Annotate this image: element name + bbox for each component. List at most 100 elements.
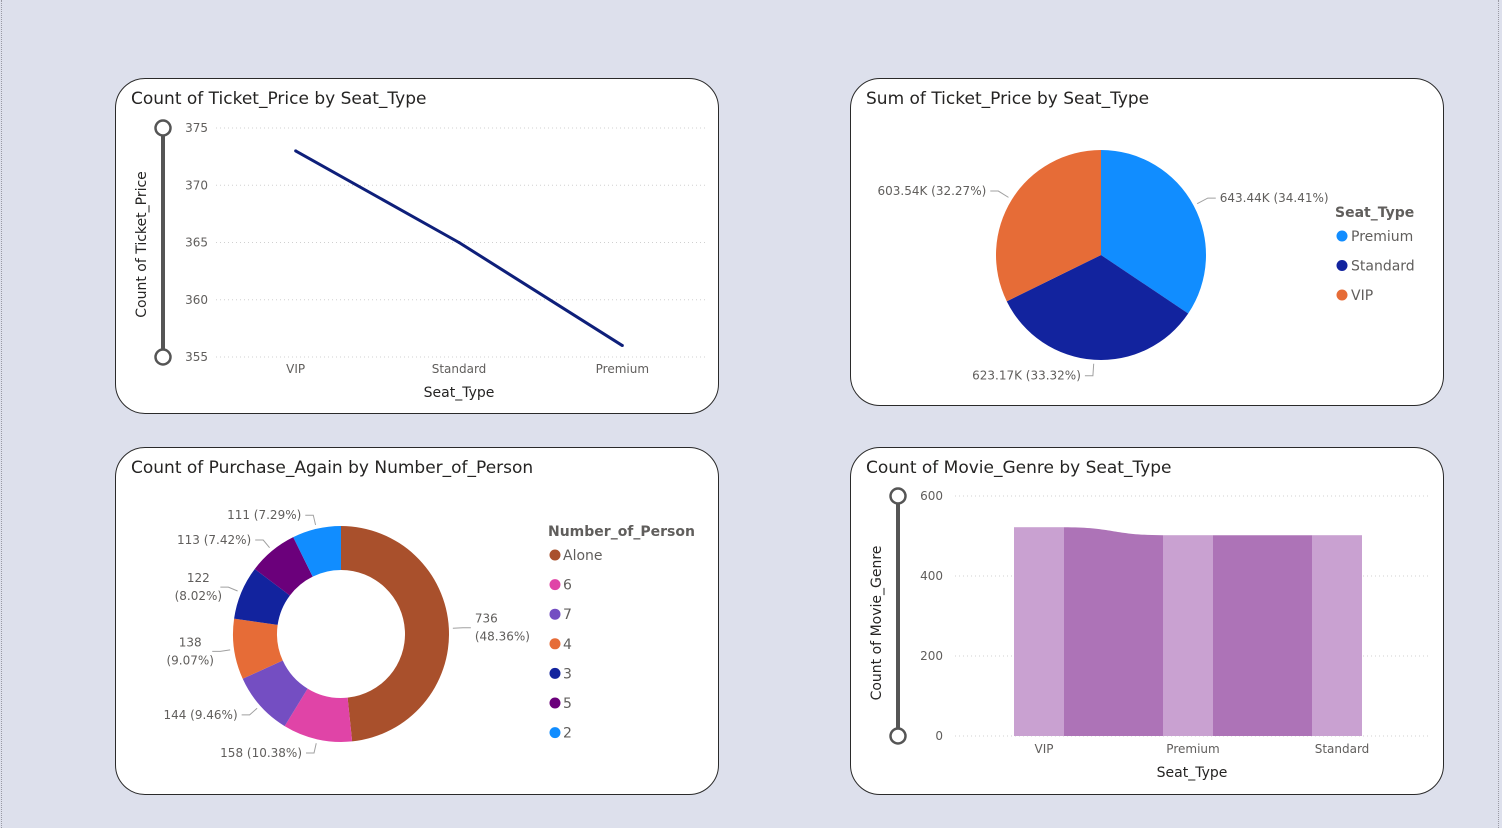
- line-series: [294, 149, 624, 347]
- donut-leader-line: [305, 514, 317, 526]
- line-x-tick-label: Premium: [596, 362, 649, 376]
- donut-slice-4: [232, 618, 283, 679]
- line-x-axis-title: Seat_Type: [424, 385, 495, 401]
- donut-data-label-line: (8.02%): [175, 589, 222, 603]
- donut-data-label-line: 138: [179, 635, 202, 649]
- donut-leader-line: [220, 586, 238, 592]
- ribbon-bar-vip: [1014, 527, 1064, 736]
- ribbon-y-tick-label: 200: [920, 649, 943, 663]
- ribbon-y-tick-label: 600: [920, 489, 943, 503]
- ribbon-chart-title: Count of Movie_Genre by Seat_Type: [866, 458, 1172, 478]
- donut-legend-item: 5: [563, 696, 572, 712]
- donut-slice-2: [293, 526, 341, 577]
- ribbon-chart-card[interactable]: Count of Movie_Genre by Seat_Type 0 200 40…: [850, 447, 1444, 795]
- donut-data-label-line: 158 (10.38%): [220, 746, 302, 760]
- ribbon-zoom-slider-handle-bottom: [889, 727, 907, 745]
- ribbon-chart-svg: 0 200 400 600 VIP Premium Standard Seat_Type Cou…: [869, 487, 1429, 781]
- ribbon-x-axis-title: Seat_Type: [1157, 765, 1228, 781]
- pie-chart-title: Sum of Ticket_Price by Seat_Type: [866, 89, 1150, 109]
- pie-data-label: 623.17K (33.32%): [972, 369, 1081, 383]
- donut-data-label: 144 (9.46%): [163, 708, 237, 722]
- donut-leader-line: [241, 707, 258, 716]
- donut-legend-item: 6: [563, 578, 572, 594]
- line-zoom-slider-handle-top: [154, 119, 172, 137]
- ribbon-connector: [1064, 527, 1163, 736]
- donut-legend-item: 3: [563, 666, 572, 682]
- line-point: [457, 241, 461, 244]
- donut-leader-line: [452, 627, 471, 629]
- line-y-tick-label: 355: [185, 350, 208, 364]
- line-y-axis-title: Count of Ticket_Price: [134, 171, 150, 318]
- pie-leader-line: [1196, 197, 1216, 205]
- donut-slice-3: [234, 568, 290, 625]
- canvas-edge-left: [1, 0, 2, 828]
- donut-data-label-line: (48.36%): [475, 630, 530, 644]
- line-zoom-slider-handle-bottom: [154, 348, 172, 366]
- donut-leader-line: [255, 539, 270, 549]
- pie-legend-marker: [1336, 289, 1348, 301]
- pie-leader-line: [1084, 363, 1095, 377]
- line-chart-card[interactable]: Count of Ticket_Price by Seat_Type 355 36…: [115, 78, 719, 414]
- line-y-tick-label: 370: [185, 178, 208, 192]
- donut-slice-alone: [341, 526, 449, 742]
- ribbon-zoom-slider-handle-top: [889, 487, 907, 505]
- donut-leader-line: [306, 743, 317, 754]
- ribbon-y-axis-title: Count of Movie_Genre: [869, 546, 885, 701]
- pie-slice-standard: [1006, 255, 1189, 360]
- donut-legend-item: 7: [563, 607, 572, 623]
- donut-data-label-line: 113 (7.42%): [177, 533, 251, 547]
- donut-data-label: 111 (7.29%): [227, 508, 301, 522]
- donut-slice-7: [242, 660, 308, 727]
- donut-data-label: 158 (10.38%): [220, 746, 302, 760]
- pie-legend-marker: [1336, 260, 1348, 271]
- donut-legend-marker: [549, 608, 561, 620]
- donut-legend-item: Alone: [563, 548, 603, 564]
- donut-chart-card[interactable]: Count of Purchase_Again by Number_of_Per…: [115, 447, 719, 795]
- donut-data-label-line: 122: [187, 571, 210, 585]
- line-x-tick-label: Standard: [432, 362, 487, 376]
- ribbon-y-tick-label: 400: [920, 569, 943, 583]
- donut-slice-5: [254, 537, 313, 596]
- ribbon-x-tick-label: Standard: [1315, 742, 1370, 756]
- pie-chart-card[interactable]: Sum of Ticket_Price by Seat_Type 643.44K…: [850, 78, 1444, 406]
- pie-data-label: 643.44K (34.41%): [1220, 191, 1329, 205]
- donut-legend-marker: [549, 697, 561, 709]
- donut-data-label-line: (9.07%): [166, 653, 213, 667]
- pie-slice-premium: [1101, 150, 1206, 314]
- donut-chart-title: Count of Purchase_Again by Number_of_Per…: [131, 458, 534, 478]
- line-y-tick-label: 360: [185, 293, 208, 307]
- donut-legend-marker: [549, 638, 561, 650]
- line-chart-svg: 355 360 365 370 375 VIP Standard Premium Seat_Ty…: [134, 119, 706, 401]
- ribbon-y-tick-label: 0: [935, 729, 943, 743]
- donut-slice-6: [284, 688, 353, 742]
- donut-data-label: 736 (48.36%): [475, 612, 530, 644]
- donut-legend-marker: [549, 667, 561, 679]
- ribbon-connector: [1213, 535, 1312, 736]
- donut-leader-line: [212, 649, 231, 652]
- ribbon-bar-premium: [1163, 535, 1213, 736]
- donut-data-label: 113 (7.42%): [177, 533, 251, 547]
- ribbon-x-tick-label: Premium: [1166, 742, 1219, 756]
- donut-legend-item: 4: [563, 637, 572, 653]
- canvas-edge-right: [1498, 0, 1499, 828]
- pie-data-label: 603.54K (32.27%): [877, 184, 986, 198]
- donut-legend-item: 2: [563, 726, 572, 742]
- donut-data-label-line: 111 (7.29%): [227, 508, 301, 522]
- line-point: [620, 344, 624, 348]
- donut-data-label: 122 (8.02%): [175, 571, 222, 603]
- line-point: [294, 149, 298, 153]
- donut-data-label-line: 144 (9.46%): [163, 708, 237, 722]
- pie-slice-vip: [996, 149, 1101, 302]
- line-chart-title: Count of Ticket_Price by Seat_Type: [131, 89, 427, 109]
- donut-data-label-line: 736: [475, 612, 498, 626]
- pie-legend-title: Seat_Type: [1335, 205, 1414, 221]
- ribbon-bar-standard: [1312, 535, 1362, 736]
- line-y-tick-label: 365: [185, 236, 208, 250]
- donut-legend-marker: [549, 579, 561, 591]
- donut-chart-svg: 736 (48.36%)158 (10.38%)144 (9.46%)138 (9.…: [163, 508, 695, 760]
- pie-leader-line: [990, 190, 1009, 198]
- donut-legend-marker: [549, 727, 561, 739]
- line-y-tick-label: 375: [185, 121, 208, 135]
- donut-legend-marker: [549, 549, 561, 561]
- pie-legend-item: VIP: [1351, 288, 1373, 304]
